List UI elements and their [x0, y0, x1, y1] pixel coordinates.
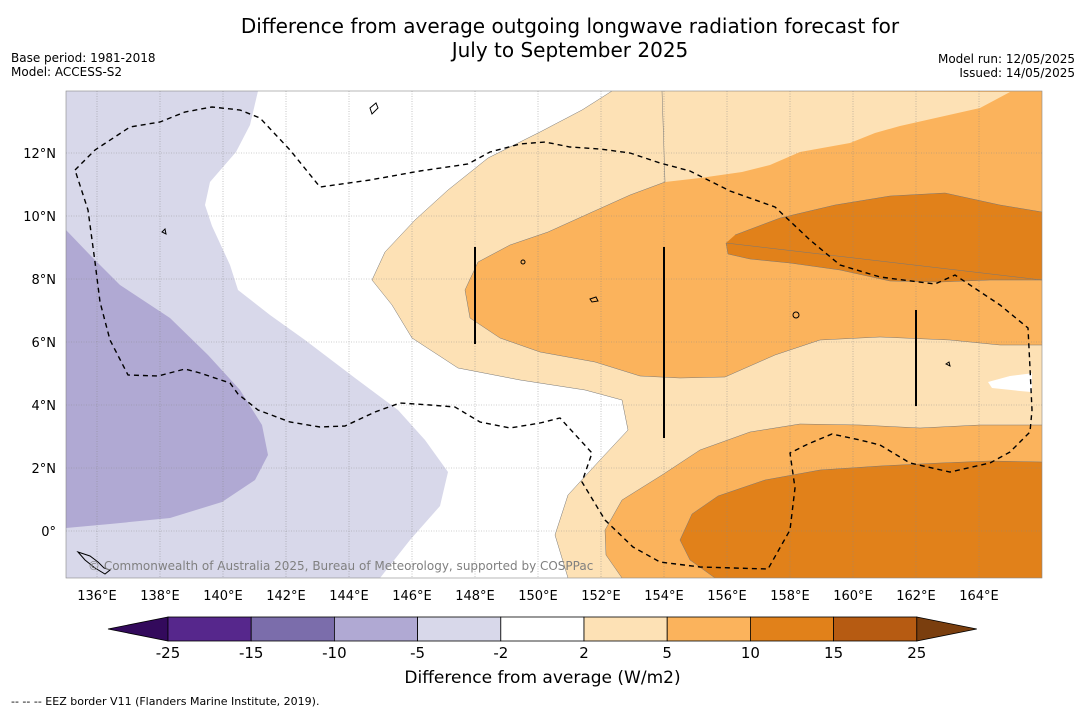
lat-label: 8°N	[32, 273, 57, 288]
lon-label: 154°E	[644, 589, 684, 604]
lon-label: 144°E	[329, 589, 369, 604]
lon-label: 142°E	[266, 589, 306, 604]
copyright-text: © Commonwealth of Australia 2025, Bureau…	[88, 559, 593, 573]
lat-label: 0°	[41, 525, 56, 540]
eez-footnote: -- -- -- EEZ border V11 (Flanders Marine…	[11, 695, 320, 708]
colorbar-tick-label: 25	[907, 644, 926, 662]
model-name: Model: ACCESS-S2	[11, 65, 123, 79]
contour-10-to-15-north	[726, 193, 1042, 282]
lat-label: 12°N	[23, 147, 56, 162]
eez-border-line	[74, 106, 1033, 570]
colorbar-label: Difference from average (W/m2)	[404, 668, 681, 688]
model-run: Model run: 12/05/2025	[937, 52, 1075, 66]
contour-edge-fill	[1032, 372, 1042, 393]
map-gridlines	[66, 91, 1042, 578]
lon-label: 150°E	[518, 589, 558, 604]
eez-borders	[74, 106, 1033, 570]
contour-neg-10-to-neg-5	[66, 230, 268, 528]
lon-label: 146°E	[392, 589, 432, 604]
island-outlines	[76, 102, 951, 575]
base-period: Base period: 1981-2018	[11, 51, 156, 65]
lon-label: 160°E	[833, 589, 873, 604]
colorbar-segment	[750, 616, 835, 642]
contour-10-to-15-south	[680, 461, 1042, 578]
colorbar-segment	[333, 616, 418, 642]
colorbar-tick-label: 10	[741, 644, 760, 662]
chart-title: Difference from average outgoing longwav…	[0, 14, 1085, 62]
lon-labels: 136°E 138°E 140°E 142°E 144°E 146°E 148°…	[77, 589, 999, 604]
lat-labels: 12°N 10°N 8°N 6°N 4°N 2°N 0°	[23, 147, 56, 540]
contour-white-tongue	[988, 372, 1042, 393]
lon-label: 138°E	[140, 589, 180, 604]
meta-left: Base period: 1981-2018 Model: ACCESS-S2	[11, 51, 156, 79]
colorbar-segment	[250, 616, 335, 642]
colorbar: -25 -15 -10 -5 -2 2 5 10 15 25	[107, 616, 977, 662]
colorbar-segment	[583, 616, 668, 642]
lon-label: 156°E	[707, 589, 747, 604]
title-line-1: Difference from average outgoing longwav…	[240, 14, 900, 38]
lat-label: 2°N	[32, 462, 57, 477]
lat-label: 6°N	[32, 336, 57, 351]
colorbar-tick-label: -15	[239, 644, 264, 662]
map-frame	[65, 90, 1043, 579]
colorbar-segment	[167, 616, 252, 642]
lon-label: 148°E	[455, 589, 495, 604]
meta-right: Model run: 12/05/2025 Issued: 14/05/2025	[938, 52, 1075, 80]
colorbar-tick-label: -5	[410, 644, 425, 662]
colorbar-tick-label: -25	[156, 644, 181, 662]
lat-label: 4°N	[32, 399, 57, 414]
colorbar-segment	[500, 616, 585, 642]
colorbar-segment	[417, 616, 502, 642]
colorbar-over-arrow	[916, 616, 977, 642]
lon-label: 158°E	[770, 589, 810, 604]
lat-label: 10°N	[23, 210, 56, 225]
issued-date: Issued: 14/05/2025	[959, 66, 1075, 80]
colorbar-tick-label: 15	[824, 644, 843, 662]
colorbar-tick-label: 2	[579, 644, 589, 662]
colorbar-segment	[833, 616, 918, 642]
colorbar-under-arrow	[107, 616, 169, 642]
lon-label: 152°E	[581, 589, 621, 604]
colorbar-tick-label: -10	[322, 644, 347, 662]
lon-label: 164°E	[959, 589, 999, 604]
island-markers	[474, 247, 917, 438]
lon-label: 136°E	[77, 589, 117, 604]
lon-label: 162°E	[896, 589, 936, 604]
colorbar-tick-label: -2	[493, 644, 508, 662]
title-line-2: July to September 2025	[451, 38, 689, 62]
map-plot-area	[66, 91, 1042, 578]
colorbar-tick-label: 5	[662, 644, 672, 662]
colorbar-segment	[666, 616, 751, 642]
contour-lines	[371, 91, 1042, 578]
lon-label: 140°E	[203, 589, 243, 604]
